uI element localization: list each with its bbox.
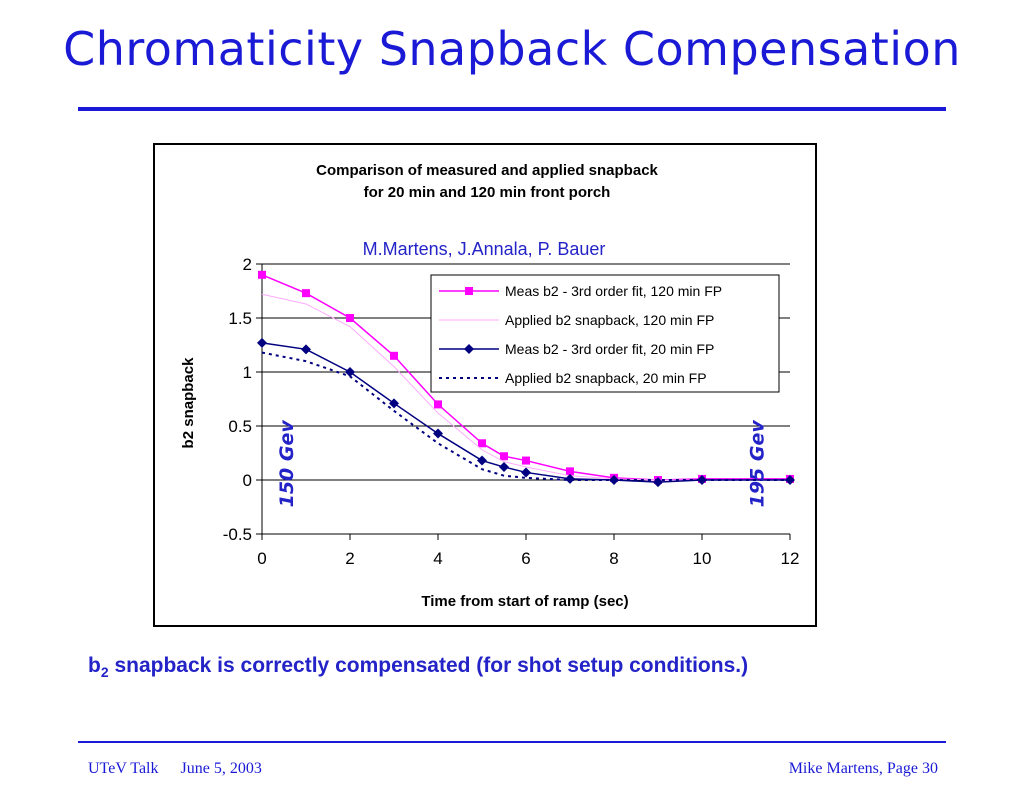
legend-label: Applied b2 snapback, 120 min FP (505, 312, 714, 328)
data-point-square (478, 439, 486, 448)
data-point-square (434, 400, 442, 409)
footer-date: June 5, 2003 (180, 760, 262, 777)
data-point-diamond (301, 344, 311, 355)
data-point-diamond (433, 428, 443, 439)
y-tick-label: -0.5 (223, 525, 252, 544)
chart-title-line2: for 20 min and 120 min front porch (364, 184, 611, 201)
legend-label: Meas b2 - 3rd order fit, 20 min FP (505, 341, 714, 357)
x-tick-label: 2 (345, 549, 354, 568)
y-tick-label: 1 (243, 363, 252, 382)
chart-subtitle: M.Martens, J.Annala, P. Bauer (363, 239, 606, 259)
title-divider (78, 107, 946, 111)
caption-subscript: 2 (100, 664, 109, 681)
data-point-square (258, 270, 266, 279)
y-tick-label: 1.5 (228, 309, 252, 328)
data-point-square (390, 351, 398, 360)
y-tick-label: 2 (243, 255, 252, 274)
x-axis-label: Time from start of ramp (sec) (421, 593, 628, 610)
x-tick-label: 10 (693, 549, 712, 568)
data-point-diamond (389, 398, 399, 409)
data-point-square (522, 456, 530, 465)
legend-marker-square (465, 287, 473, 295)
x-tick-label: 0 (257, 549, 266, 568)
x-tick-label: 6 (521, 549, 530, 568)
snapback-chart: Comparison of measured and applied snapb… (180, 162, 800, 610)
legend-marker-diamond (464, 344, 474, 354)
data-point-square (566, 467, 574, 476)
data-point-diamond (477, 455, 487, 466)
data-point-diamond (499, 462, 509, 473)
x-tick-label: 8 (609, 549, 618, 568)
legend-label: Meas b2 - 3rd order fit, 120 min FP (505, 283, 722, 299)
slide-title: Chromaticity Snapback Compensation (63, 22, 961, 76)
annotation-label: 150 Gev (276, 420, 298, 508)
x-tick-label: 12 (781, 549, 800, 568)
footer-left: UTeV Talk June 5, 2003 (88, 760, 284, 778)
data-point-diamond (257, 337, 267, 348)
series-line (261, 351, 790, 481)
data-point-square (302, 289, 310, 298)
data-point-diamond (345, 367, 355, 377)
chart-frame: Comparison of measured and applied snapb… (153, 143, 817, 627)
slide-caption: b2 snapback is correctly compensated (fo… (88, 654, 748, 680)
caption-b: b (88, 654, 101, 677)
y-tick-label: 0.5 (228, 417, 252, 436)
legend-label: Applied b2 snapback, 20 min FP (505, 370, 707, 386)
data-point-square (500, 452, 508, 461)
y-axis-label: b2 snapback (180, 357, 197, 449)
annotation-label: 195 Gev (747, 420, 769, 508)
plot-area: -0.5 0 0.5 1 1.5 2 0 2 4 6 8 10 12 Meas b2 - 3rd orde… (223, 255, 800, 568)
x-tick-label: 4 (433, 549, 442, 568)
data-point-square (346, 314, 354, 322)
chart-title-line1: Comparison of measured and applied snapb… (316, 162, 658, 179)
y-tick-label: 0 (243, 471, 252, 490)
data-point-diamond (565, 473, 575, 484)
footer-divider (78, 741, 946, 743)
footer-talk: UTeV Talk (88, 760, 159, 777)
data-point-diamond (697, 475, 707, 485)
data-point-diamond (521, 467, 531, 478)
caption-text: snapback is correctly compensated (for s… (108, 654, 749, 677)
footer-page: Mike Martens, Page 30 (788, 760, 938, 777)
legend-box (430, 274, 780, 393)
